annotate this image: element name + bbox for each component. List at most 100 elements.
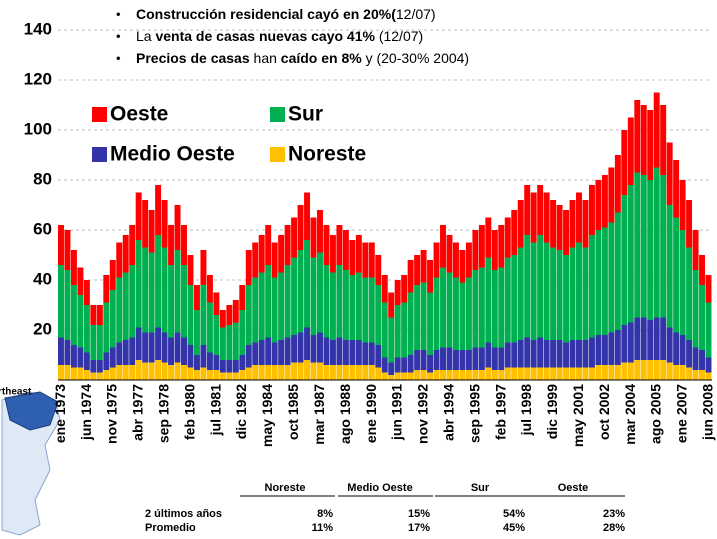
bar-segment (70, 250, 77, 285)
bar-segment (705, 372, 712, 380)
map-icon (1, 391, 61, 536)
bar-segment (122, 340, 129, 365)
legend-label: Oeste (110, 103, 168, 126)
bar-segment (556, 367, 563, 380)
bar-segment (388, 375, 395, 380)
bar-segment (459, 250, 466, 283)
bar-segment (472, 347, 479, 370)
x-tick-label: abr 1994 (440, 384, 456, 441)
bar-segment (608, 332, 615, 365)
bar-segment (530, 242, 537, 340)
bar-segment (420, 250, 427, 283)
bar-segment (550, 200, 557, 248)
bar-segment (129, 265, 136, 338)
bar-segment (699, 350, 706, 370)
bar-segment (666, 362, 673, 380)
x-tick-label: ene 2007 (674, 384, 690, 443)
bar-segment (543, 242, 550, 340)
bar-segment (543, 367, 550, 380)
bar-segment (90, 305, 97, 325)
bar-segment (355, 340, 362, 365)
bar-segment (517, 247, 524, 340)
bar-segment (452, 242, 459, 278)
bar-segment (206, 275, 213, 303)
y-tick-label: 100 (24, 119, 52, 138)
bar-segment (96, 372, 103, 380)
bar-segment (349, 275, 356, 340)
bar-segment (187, 345, 194, 368)
bar-segment (440, 267, 446, 348)
table-cell: 28% (603, 522, 625, 534)
legend-label: Sur (288, 103, 323, 126)
bullet-text: Construcción residencial cayó en 20%(12/… (136, 6, 436, 22)
bar-segment (310, 257, 317, 335)
bar-segment (174, 332, 181, 363)
bar-segment (686, 340, 693, 368)
bar-segment (394, 280, 401, 305)
bar-segment (342, 270, 349, 340)
bar-segment (168, 365, 175, 380)
bar-segment (627, 185, 634, 323)
bar-segment (310, 335, 317, 363)
bar-segment (258, 340, 265, 365)
bar-segment (459, 370, 466, 380)
bar-segment (440, 347, 446, 370)
y-tick-label: 80 (33, 169, 52, 188)
bar-segment (569, 247, 576, 340)
bar-segment (614, 155, 621, 213)
bar-segment (291, 362, 298, 380)
bar-segment (388, 292, 395, 318)
bar-segment (181, 337, 187, 365)
bar-segment (569, 367, 576, 380)
bar-segment (336, 265, 343, 338)
bar-segment (103, 370, 110, 380)
bar-segment (504, 342, 511, 368)
bar-segment (647, 320, 654, 360)
bar-segment (504, 257, 511, 343)
table-header: Oeste (558, 482, 589, 494)
bar-segment (433, 242, 440, 278)
bar-segment (70, 285, 77, 345)
bar-segment (271, 342, 278, 365)
bar-segment (329, 365, 336, 380)
bar-segment (427, 355, 434, 373)
bar-segment (498, 347, 505, 370)
bar-segment (155, 185, 162, 235)
bar-segment (614, 212, 621, 330)
bar-segment (472, 230, 479, 270)
bar-segment (103, 302, 110, 353)
bar-segment (543, 192, 550, 243)
bar-segment (168, 337, 175, 365)
bar-segment (271, 365, 278, 380)
bar-segment (491, 230, 498, 270)
bar-segment (219, 372, 226, 380)
bullet-segment: venta de casas nuevas cayo 41% (155, 28, 375, 44)
bar-segment (336, 225, 343, 265)
bar-segment (375, 285, 382, 345)
bar-segment (355, 365, 362, 380)
bar-segment (336, 337, 343, 365)
bar-segment (187, 367, 194, 380)
x-tick-label: ago 1988 (337, 384, 353, 444)
bar-segment (375, 367, 382, 380)
bar-segment (64, 365, 71, 380)
bar-segment (530, 340, 537, 368)
bar-segment (446, 370, 453, 380)
bar-segment (278, 235, 285, 273)
bar-segment (323, 337, 330, 365)
bar-segment (504, 367, 511, 380)
bar-segment (679, 365, 686, 380)
bar-segment (58, 365, 64, 380)
bar-segment (679, 335, 686, 365)
bar-segment (193, 285, 200, 310)
bar-segment (640, 175, 647, 318)
bar-segment (524, 235, 531, 338)
bar-segment (601, 175, 608, 228)
bar-segment (206, 370, 213, 380)
bar-segment (556, 340, 563, 368)
table-cell: 54% (503, 508, 525, 520)
bar-segment (239, 285, 246, 310)
bar-segment (660, 360, 667, 380)
bar-segment (660, 175, 667, 318)
x-tick-label: ene 1990 (363, 384, 379, 443)
